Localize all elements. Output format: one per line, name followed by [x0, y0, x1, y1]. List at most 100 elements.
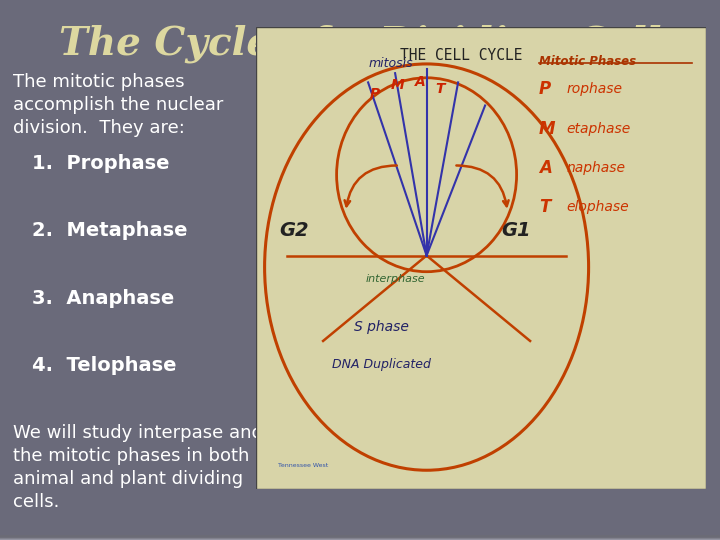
Bar [0, 535, 720, 538]
Bar [0, 535, 720, 538]
Bar [0, 535, 720, 538]
Bar [0, 536, 720, 539]
Bar [0, 535, 720, 538]
Bar [0, 535, 720, 538]
Bar [0, 535, 720, 537]
Bar [0, 535, 720, 538]
Bar [0, 537, 720, 539]
Bar [0, 537, 720, 539]
Bar [0, 536, 720, 538]
Bar [0, 537, 720, 539]
Bar [0, 536, 720, 538]
Bar [0, 535, 720, 538]
Text: The Cycle of a Dividing Cell: The Cycle of a Dividing Cell [59, 24, 661, 63]
Bar [0, 535, 720, 538]
Bar [0, 537, 720, 539]
Bar [0, 537, 720, 539]
Bar [0, 536, 720, 539]
Bar [0, 536, 720, 539]
Bar [0, 537, 720, 539]
Bar [0, 536, 720, 539]
Bar [0, 536, 720, 538]
Text: M: M [539, 119, 556, 138]
Bar [0, 537, 720, 539]
Bar [0, 535, 720, 538]
Bar [0, 535, 720, 538]
Bar [0, 535, 720, 538]
Bar [0, 536, 720, 539]
Bar [0, 537, 720, 539]
Bar [0, 536, 720, 539]
Bar [0, 536, 720, 538]
Text: A: A [415, 76, 426, 90]
Bar [0, 537, 720, 539]
Bar [0, 537, 720, 540]
Bar [0, 535, 720, 537]
Bar [0, 536, 720, 538]
Bar [0, 535, 720, 538]
Bar [0, 536, 720, 539]
Bar [0, 535, 720, 537]
Bar [0, 536, 720, 538]
Bar [0, 535, 720, 537]
Bar [0, 537, 720, 539]
Bar [0, 536, 720, 539]
Bar [0, 535, 720, 537]
Bar [0, 536, 720, 538]
Text: interphase: interphase [365, 274, 425, 284]
Bar [0, 537, 720, 539]
Bar [0, 535, 720, 537]
Bar [0, 536, 720, 539]
Bar [0, 537, 720, 539]
Bar [0, 535, 720, 537]
Bar [0, 537, 720, 539]
Bar [0, 536, 720, 538]
Bar [0, 537, 720, 539]
Bar [0, 537, 720, 539]
Bar [0, 537, 720, 540]
Bar [0, 536, 720, 539]
Bar [0, 535, 720, 538]
Bar [0, 537, 720, 540]
Bar [0, 535, 720, 537]
Bar [0, 537, 720, 539]
Bar [0, 537, 720, 539]
Bar [0, 535, 720, 537]
Bar [0, 537, 720, 539]
Bar [0, 535, 720, 538]
Bar [0, 536, 720, 538]
Bar [0, 537, 720, 539]
Bar [0, 536, 720, 538]
Bar [0, 537, 720, 539]
Bar [0, 536, 720, 538]
Bar [0, 536, 720, 539]
Bar [0, 535, 720, 537]
Text: 3.  Anaphase: 3. Anaphase [32, 289, 175, 308]
Bar [0, 536, 720, 538]
Bar [0, 537, 720, 540]
Text: Tennessee West: Tennessee West [278, 463, 328, 468]
Bar [0, 537, 720, 539]
Text: Mitotic Phases: Mitotic Phases [539, 55, 636, 68]
Bar [0, 537, 720, 540]
Bar [0, 536, 720, 539]
Bar [0, 537, 720, 539]
Bar [0, 536, 720, 538]
Bar [0, 536, 720, 538]
Text: 2.  Metaphase: 2. Metaphase [32, 221, 188, 240]
Text: P: P [370, 87, 380, 101]
Bar [0, 537, 720, 539]
Bar [0, 535, 720, 538]
Bar [0, 535, 720, 538]
Bar [0, 536, 720, 538]
Bar [0, 536, 720, 538]
Bar [0, 536, 720, 538]
Bar [0, 536, 720, 539]
Bar [0, 535, 720, 538]
Bar [0, 535, 720, 538]
Bar [0, 536, 720, 539]
Bar [0, 535, 720, 537]
Bar [0, 537, 720, 539]
Bar [0, 537, 720, 540]
Text: T: T [539, 198, 551, 216]
